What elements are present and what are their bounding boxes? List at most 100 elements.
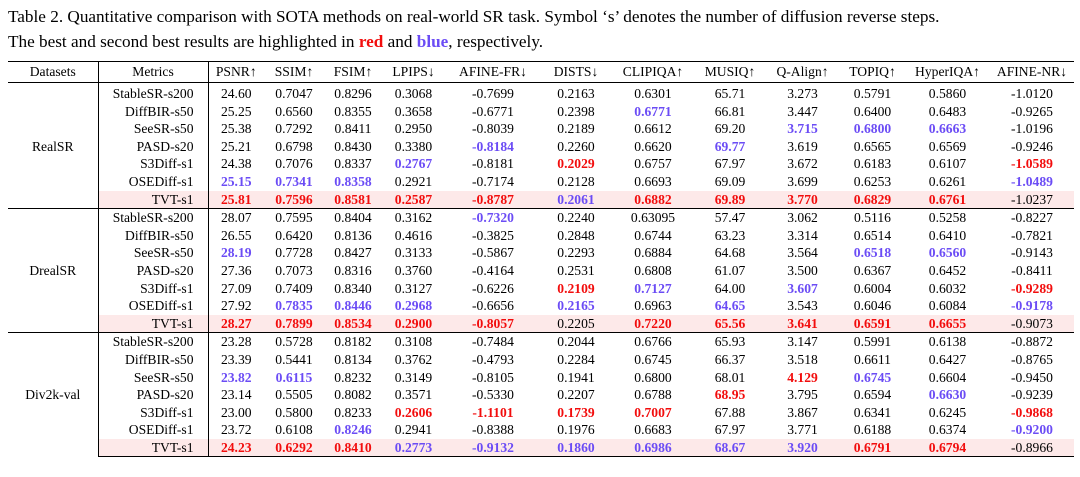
metric-cell: 3.314	[787, 227, 818, 243]
metric-cell: 0.7728	[275, 245, 313, 261]
metric-cell: 0.1739	[557, 404, 595, 420]
metric-cell: 0.6744	[634, 227, 672, 243]
table-row: S3Diff-s1 23.00 0.5800 0.8233 0.2606 -1.1101 0…	[8, 403, 1074, 422]
metric-cell: 27.09	[220, 280, 252, 296]
metric-cell: 3.619	[787, 138, 818, 154]
metric-cell: -0.9178	[1011, 298, 1053, 314]
metric-cell: 0.7127	[634, 280, 672, 296]
metric-cell: 0.3760	[394, 262, 433, 278]
method-name: DiffBIR-s50	[98, 102, 209, 121]
method-name: SeeSR-s50	[98, 244, 209, 262]
metric-cell: -0.9073	[990, 314, 1074, 334]
metric-cell: 0.6292	[264, 438, 324, 458]
method-name: OSEDiff-s1	[98, 297, 209, 315]
metric-cell: 0.6884	[634, 245, 672, 261]
method-name: SeeSR-s50	[98, 368, 209, 387]
metric-cell: -0.7320	[445, 208, 541, 227]
metric-cell: -0.9143	[1011, 245, 1053, 261]
metric-cell: 0.6004	[853, 280, 892, 296]
metric-cell: 0.8337	[334, 156, 372, 172]
metric-cell: 0.5116	[840, 208, 905, 227]
metric-cell: 0.8411	[334, 121, 372, 137]
metric-cell: 0.6798	[275, 138, 313, 154]
metric-cell: 0.6032	[928, 280, 967, 296]
method-name: DiffBIR-s50	[98, 350, 209, 369]
metric-cell: -0.8765	[1011, 351, 1053, 367]
metric-cell: 0.3571	[394, 387, 433, 403]
column-header: Metrics	[98, 61, 209, 83]
metric-cell: 24.60	[220, 86, 252, 101]
metric-cell: 0.2587	[382, 190, 445, 210]
metric-cell: 26.55	[220, 227, 252, 243]
metric-cell: 69.20	[714, 121, 746, 137]
metric-cell: 0.8296	[334, 86, 372, 101]
metric-cell: -0.8181	[472, 156, 514, 172]
metric-cell: 67.97	[714, 156, 746, 172]
table-row-ours: TVT-s1 25.81 0.7596 0.8581 0.2587 -0.8787 0.20…	[8, 190, 1074, 210]
method-name: TVT-s1	[98, 190, 209, 210]
table-row: SeeSR-s50 25.38 0.7292 0.8411 0.2950 -0.8039 0…	[8, 120, 1074, 138]
caption-prefix: The best and second best results are hig…	[8, 32, 359, 51]
metric-cell: 0.5800	[275, 404, 313, 420]
metric-cell: 68.95	[714, 387, 746, 403]
metric-cell: 3.770	[765, 190, 840, 210]
caption-and: and	[383, 32, 417, 51]
metric-cell: 0.2207	[557, 387, 595, 403]
metric-cell: 0.8136	[334, 227, 372, 243]
metric-cell: 0.6963	[634, 298, 672, 314]
metric-cell: 67.88	[714, 404, 746, 420]
metric-cell: 0.7292	[275, 121, 313, 137]
method-name: PASD-s20	[98, 137, 209, 156]
metric-cell: 0.6400	[853, 103, 892, 119]
metric-cell: 63.23	[714, 227, 746, 243]
metric-cell: 0.8232	[334, 369, 372, 385]
metric-cell: 0.8427	[334, 245, 372, 261]
table-row: S3Diff-s1 27.09 0.7409 0.8340 0.3127 -0.6226 0…	[8, 279, 1074, 298]
metric-cell: -0.8872	[990, 332, 1074, 351]
metric-cell: -0.7174	[472, 173, 514, 189]
metric-cell: 0.6261	[928, 173, 967, 189]
dataset-label: Div2k-val	[8, 332, 99, 457]
metric-cell: 0.6427	[928, 351, 967, 367]
metric-cell: 3.273	[787, 86, 818, 101]
method-name: OSEDiff-s1	[98, 421, 209, 439]
metric-cell: 0.6800	[634, 369, 672, 385]
metric-cell: 3.699	[787, 173, 818, 189]
metric-cell: 0.6630	[928, 387, 967, 403]
metric-cell: 0.6560	[275, 103, 313, 119]
metric-cell: 0.2165	[557, 298, 595, 314]
metric-cell: 0.3127	[394, 280, 433, 296]
metric-cell: 0.6420	[275, 227, 313, 243]
metric-cell: 0.8404	[324, 208, 382, 227]
metric-cell: 4.129	[787, 369, 818, 385]
metric-cell: 0.4616	[394, 227, 433, 243]
dataset-group: RealSR StableSR-s200 24.60 0.7047 0.8296 0.30…	[8, 82, 1074, 210]
column-header: CLIPIQA↑	[611, 61, 695, 83]
metric-cell: 0.8410	[324, 438, 382, 458]
metric-cell: 0.2968	[394, 298, 433, 314]
metric-cell: 0.2044	[541, 332, 611, 351]
metric-cell: -0.9239	[1011, 387, 1053, 403]
metric-cell: 0.3658	[394, 103, 433, 119]
metric-cell: 0.5505	[275, 387, 313, 403]
metric-cell: 3.062	[765, 208, 840, 227]
metric-cell: 0.7047	[275, 86, 313, 101]
metric-cell: 0.1976	[557, 422, 595, 438]
metric-cell: 23.28	[208, 332, 264, 351]
table-row: PASD-s20 23.14 0.5505 0.8082 0.3571 -0.5330 0.…	[8, 386, 1074, 404]
metric-cell: 0.2950	[394, 121, 433, 137]
metric-cell: 0.2189	[557, 121, 595, 137]
metric-cell: 0.2061	[541, 190, 611, 210]
metric-cell: 3.672	[787, 156, 818, 172]
metric-cell: 0.6882	[611, 190, 695, 210]
metric-cell: 0.6612	[634, 121, 672, 137]
metric-cell: 0.6788	[634, 387, 672, 403]
metric-cell: 0.6986	[611, 438, 695, 458]
table-row: DiffBIR-s50 25.25 0.6560 0.8355 0.3658 -0.677…	[8, 102, 1074, 121]
metric-cell: -0.9289	[1011, 280, 1053, 296]
metric-cell: -0.9868	[1011, 404, 1053, 420]
metric-cell: -0.6771	[472, 103, 514, 119]
metric-cell: 0.5791	[853, 86, 892, 101]
metric-cell: 0.2109	[557, 280, 595, 296]
column-header: DISTS↓	[541, 61, 611, 83]
